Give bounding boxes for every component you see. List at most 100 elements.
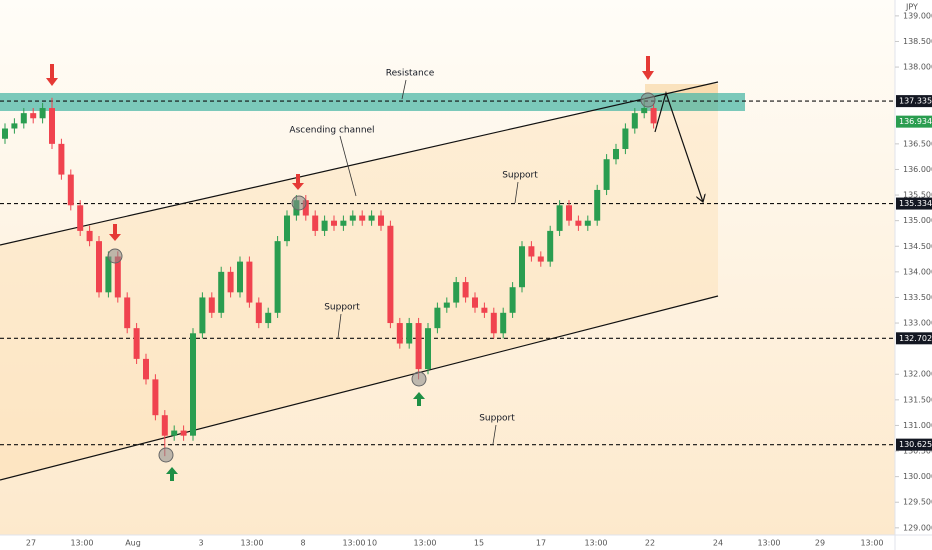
candle-body [425, 328, 431, 370]
y-tick-label: 133.000 [903, 319, 932, 328]
x-tick-label: 13:00 [584, 539, 607, 548]
candle-body [378, 215, 384, 226]
level-label: 135.334 [899, 199, 932, 208]
candle-body [321, 220, 328, 231]
candle-body [368, 215, 375, 221]
touch-circle [640, 92, 656, 108]
x-tick-label: 22 [645, 539, 655, 548]
candle-body [265, 312, 272, 324]
y-tick-label: 138.000 [903, 63, 932, 72]
y-tick-label: 139.000 [903, 11, 932, 20]
x-tick-label: 13:00 [240, 539, 263, 548]
y-tick-label: 134.000 [903, 267, 932, 276]
touch-circle [291, 195, 307, 211]
x-tick-label: 13:00 [860, 539, 883, 548]
touch-circle [158, 447, 174, 463]
touch-circle [107, 248, 123, 264]
level-label-box [896, 197, 932, 210]
candle-body [537, 256, 544, 262]
candle-body [622, 128, 629, 149]
callout-line [401, 79, 407, 100]
candle-body [528, 246, 535, 257]
candle-body [312, 215, 319, 231]
x-tick-label: 17 [536, 539, 546, 548]
candle-body [30, 113, 37, 119]
candle-body [603, 159, 610, 190]
level-label-box [896, 95, 932, 108]
candle-body [613, 148, 619, 160]
candle-body [227, 271, 234, 293]
candle-body [594, 189, 601, 221]
callout-line [337, 313, 342, 339]
candles [2, 97, 657, 457]
level-label-box [896, 438, 932, 451]
candle-body [190, 333, 196, 436]
x-tick-label: 24 [713, 539, 723, 548]
candle-body [547, 230, 554, 262]
candle-body [631, 113, 638, 129]
candle-body [199, 297, 206, 334]
candle-body [86, 230, 93, 242]
candle-body [396, 323, 403, 344]
y-tick-label: 134.500 [903, 242, 932, 251]
candle-body [237, 261, 243, 293]
x-tick-label: 29 [815, 539, 825, 548]
y-tick-label: 129.500 [903, 498, 932, 507]
candle-body [152, 379, 159, 416]
y-tick-label: 138.500 [903, 37, 932, 46]
y-tick-label: 136.500 [903, 139, 932, 148]
candle-body [472, 297, 478, 308]
y-tick-label: 130.500 [903, 447, 932, 456]
y-tick-label: 130.000 [903, 472, 932, 481]
annotation: Resistance [386, 69, 435, 79]
last-price-box [896, 115, 932, 128]
candle-body [11, 123, 18, 129]
candle-body [434, 307, 441, 329]
currency-label: JPY [905, 3, 918, 12]
arrows [46, 56, 703, 481]
resistance-zone [0, 93, 745, 111]
candle-body [171, 430, 178, 436]
y-tick-label: 131.000 [903, 421, 932, 430]
candle-body [114, 256, 121, 298]
candle-body [180, 430, 187, 436]
candle-body [500, 312, 507, 334]
y-tick-label: 133.500 [903, 293, 932, 302]
candle-body [556, 205, 563, 231]
candle-body [415, 323, 422, 370]
up-arrow [413, 392, 425, 406]
down-arrow [292, 174, 304, 190]
last-price-label: 136.934 [899, 117, 932, 126]
candle-body [406, 323, 413, 344]
axes: 129.000 129.500 130.000 130.500 131.000 131.5… [26, 11, 932, 548]
y-tick-label: 132.000 [903, 370, 932, 379]
down-arrow [46, 64, 58, 86]
candle-body [143, 358, 149, 380]
annotation: Ascending channel [289, 126, 374, 136]
candle-body [67, 174, 74, 206]
candle-body [246, 261, 253, 303]
candle-body [509, 287, 516, 313]
down-arrow [642, 56, 654, 80]
candle-body [302, 200, 309, 216]
candle-body [331, 220, 337, 226]
candle-body [490, 312, 497, 334]
candle-body [255, 302, 262, 324]
annotation: Support [502, 171, 538, 181]
x-tick-label: 8 [300, 539, 305, 548]
touch-circle [411, 371, 427, 387]
level-label-box [896, 332, 932, 345]
channel-upper [0, 81, 719, 246]
candle-body [2, 128, 8, 139]
level-label: 137.335 [899, 97, 932, 106]
plot-background [0, 0, 895, 535]
candle-body [274, 241, 281, 313]
candle-body [49, 108, 55, 144]
candle-body [359, 215, 366, 221]
y-tick-label: 129.000 [903, 523, 932, 532]
candle-body [105, 256, 112, 293]
x-tick-label: 10 [367, 539, 377, 548]
channel-fill [0, 82, 718, 480]
